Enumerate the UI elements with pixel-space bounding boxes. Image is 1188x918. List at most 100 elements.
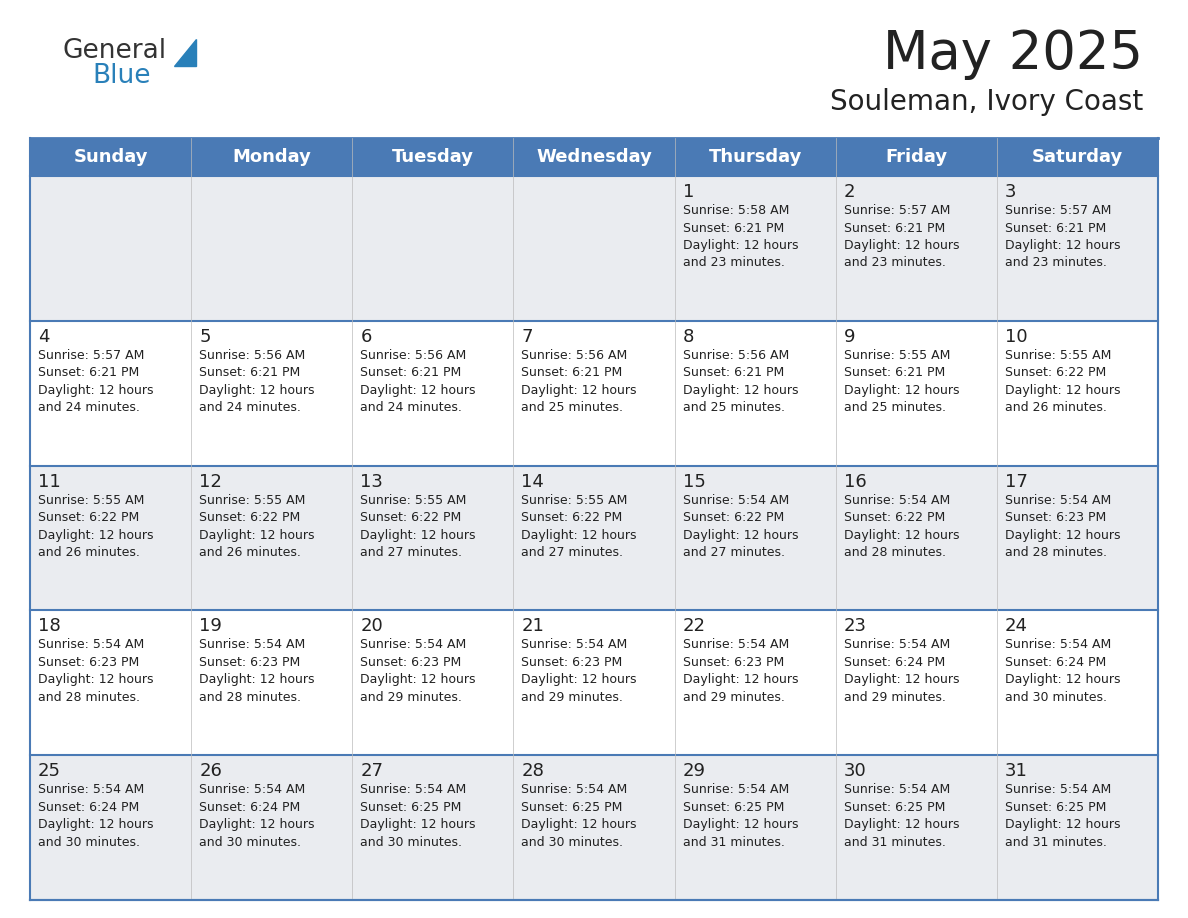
Text: Sunrise: 5:56 AM
Sunset: 6:21 PM
Daylight: 12 hours
and 24 minutes.: Sunrise: 5:56 AM Sunset: 6:21 PM Dayligh… [360,349,475,414]
Text: Sunrise: 5:55 AM
Sunset: 6:22 PM
Daylight: 12 hours
and 27 minutes.: Sunrise: 5:55 AM Sunset: 6:22 PM Dayligh… [522,494,637,559]
Text: 24: 24 [1005,618,1028,635]
Text: 30: 30 [843,762,866,780]
Text: 12: 12 [200,473,222,490]
Text: 18: 18 [38,618,61,635]
Bar [675,176,835,320]
Text: 1: 1 [683,183,694,201]
Text: Sunrise: 5:55 AM
Sunset: 6:22 PM
Daylight: 12 hours
and 26 minutes.: Sunrise: 5:55 AM Sunset: 6:22 PM Dayligh… [38,494,153,559]
Text: 20: 20 [360,618,383,635]
Text: Sunrise: 5:54 AM
Sunset: 6:23 PM
Daylight: 12 hours
and 29 minutes.: Sunrise: 5:54 AM Sunset: 6:23 PM Dayligh… [683,638,798,704]
Text: 21: 21 [522,618,544,635]
Text: Souleman, Ivory Coast: Souleman, Ivory Coast [829,88,1143,116]
Text: Sunrise: 5:54 AM
Sunset: 6:23 PM
Daylight: 12 hours
and 28 minutes.: Sunrise: 5:54 AM Sunset: 6:23 PM Dayligh… [1005,494,1120,559]
Text: Sunrise: 5:56 AM
Sunset: 6:21 PM
Daylight: 12 hours
and 25 minutes.: Sunrise: 5:56 AM Sunset: 6:21 PM Dayligh… [683,349,798,414]
Text: Sunrise: 5:54 AM
Sunset: 6:24 PM
Daylight: 12 hours
and 30 minutes.: Sunrise: 5:54 AM Sunset: 6:24 PM Dayligh… [1005,638,1120,704]
Bar [353,320,513,465]
Bar [30,320,191,465]
Text: Tuesday: Tuesday [392,148,474,166]
Text: Sunrise: 5:57 AM
Sunset: 6:21 PM
Daylight: 12 hours
and 23 minutes.: Sunrise: 5:57 AM Sunset: 6:21 PM Dayligh… [1005,204,1120,270]
Bar [191,610,353,756]
Text: Sunrise: 5:54 AM
Sunset: 6:24 PM
Daylight: 12 hours
and 30 minutes.: Sunrise: 5:54 AM Sunset: 6:24 PM Dayligh… [38,783,153,849]
Bar [513,176,675,320]
Bar [675,756,835,900]
Bar [191,465,353,610]
Bar [513,320,675,465]
Text: Wednesday: Wednesday [536,148,652,166]
Text: Sunrise: 5:55 AM
Sunset: 6:22 PM
Daylight: 12 hours
and 27 minutes.: Sunrise: 5:55 AM Sunset: 6:22 PM Dayligh… [360,494,475,559]
Bar [675,465,835,610]
Text: Blue: Blue [91,63,151,89]
Text: Sunrise: 5:56 AM
Sunset: 6:21 PM
Daylight: 12 hours
and 24 minutes.: Sunrise: 5:56 AM Sunset: 6:21 PM Dayligh… [200,349,315,414]
Text: Sunrise: 5:54 AM
Sunset: 6:22 PM
Daylight: 12 hours
and 27 minutes.: Sunrise: 5:54 AM Sunset: 6:22 PM Dayligh… [683,494,798,559]
Text: Sunrise: 5:57 AM
Sunset: 6:21 PM
Daylight: 12 hours
and 23 minutes.: Sunrise: 5:57 AM Sunset: 6:21 PM Dayligh… [843,204,959,270]
Text: 14: 14 [522,473,544,490]
Text: 26: 26 [200,762,222,780]
Text: Sunrise: 5:55 AM
Sunset: 6:22 PM
Daylight: 12 hours
and 26 minutes.: Sunrise: 5:55 AM Sunset: 6:22 PM Dayligh… [200,494,315,559]
Text: Friday: Friday [885,148,947,166]
Bar [30,756,191,900]
Text: Sunrise: 5:54 AM
Sunset: 6:23 PM
Daylight: 12 hours
and 29 minutes.: Sunrise: 5:54 AM Sunset: 6:23 PM Dayligh… [360,638,475,704]
Bar [513,465,675,610]
Text: Sunrise: 5:54 AM
Sunset: 6:23 PM
Daylight: 12 hours
and 28 minutes.: Sunrise: 5:54 AM Sunset: 6:23 PM Dayligh… [38,638,153,704]
Bar [191,756,353,900]
Bar [353,465,513,610]
Bar [997,610,1158,756]
Polygon shape [173,39,196,66]
Text: Sunrise: 5:54 AM
Sunset: 6:22 PM
Daylight: 12 hours
and 28 minutes.: Sunrise: 5:54 AM Sunset: 6:22 PM Dayligh… [843,494,959,559]
Text: 15: 15 [683,473,706,490]
Bar [997,465,1158,610]
Text: 6: 6 [360,328,372,346]
Text: 28: 28 [522,762,544,780]
Bar [675,320,835,465]
Text: 9: 9 [843,328,855,346]
Text: 7: 7 [522,328,533,346]
Text: 29: 29 [683,762,706,780]
Text: 17: 17 [1005,473,1028,490]
Text: Sunday: Sunday [74,148,147,166]
Bar [513,756,675,900]
Text: 23: 23 [843,618,867,635]
Bar [353,756,513,900]
Bar [997,320,1158,465]
Text: 13: 13 [360,473,384,490]
Text: Sunrise: 5:54 AM
Sunset: 6:25 PM
Daylight: 12 hours
and 31 minutes.: Sunrise: 5:54 AM Sunset: 6:25 PM Dayligh… [683,783,798,849]
Text: 27: 27 [360,762,384,780]
Text: 8: 8 [683,328,694,346]
Bar [30,465,191,610]
Text: 11: 11 [38,473,61,490]
Text: General: General [62,38,166,64]
Bar [997,176,1158,320]
Text: Sunrise: 5:54 AM
Sunset: 6:25 PM
Daylight: 12 hours
and 30 minutes.: Sunrise: 5:54 AM Sunset: 6:25 PM Dayligh… [522,783,637,849]
Text: 19: 19 [200,618,222,635]
Bar [30,138,1158,176]
Bar [30,610,191,756]
Bar [835,756,997,900]
Text: 4: 4 [38,328,50,346]
Bar [675,610,835,756]
Bar [30,176,191,320]
Text: Sunrise: 5:54 AM
Sunset: 6:24 PM
Daylight: 12 hours
and 30 minutes.: Sunrise: 5:54 AM Sunset: 6:24 PM Dayligh… [200,783,315,849]
Text: 31: 31 [1005,762,1028,780]
Bar [353,610,513,756]
Text: 5: 5 [200,328,210,346]
Text: Sunrise: 5:55 AM
Sunset: 6:22 PM
Daylight: 12 hours
and 26 minutes.: Sunrise: 5:55 AM Sunset: 6:22 PM Dayligh… [1005,349,1120,414]
Text: Thursday: Thursday [708,148,802,166]
Bar [835,465,997,610]
Bar [353,176,513,320]
Bar [191,176,353,320]
Bar [997,756,1158,900]
Bar [513,610,675,756]
Text: Sunrise: 5:54 AM
Sunset: 6:25 PM
Daylight: 12 hours
and 30 minutes.: Sunrise: 5:54 AM Sunset: 6:25 PM Dayligh… [360,783,475,849]
Text: 10: 10 [1005,328,1028,346]
Text: Sunrise: 5:56 AM
Sunset: 6:21 PM
Daylight: 12 hours
and 25 minutes.: Sunrise: 5:56 AM Sunset: 6:21 PM Dayligh… [522,349,637,414]
Bar [835,176,997,320]
Text: Saturday: Saturday [1032,148,1123,166]
Text: 22: 22 [683,618,706,635]
Text: Sunrise: 5:54 AM
Sunset: 6:25 PM
Daylight: 12 hours
and 31 minutes.: Sunrise: 5:54 AM Sunset: 6:25 PM Dayligh… [843,783,959,849]
Text: 25: 25 [38,762,61,780]
Text: 3: 3 [1005,183,1017,201]
Text: Sunrise: 5:54 AM
Sunset: 6:23 PM
Daylight: 12 hours
and 28 minutes.: Sunrise: 5:54 AM Sunset: 6:23 PM Dayligh… [200,638,315,704]
Text: 2: 2 [843,183,855,201]
Text: Sunrise: 5:58 AM
Sunset: 6:21 PM
Daylight: 12 hours
and 23 minutes.: Sunrise: 5:58 AM Sunset: 6:21 PM Dayligh… [683,204,798,270]
Text: Sunrise: 5:54 AM
Sunset: 6:25 PM
Daylight: 12 hours
and 31 minutes.: Sunrise: 5:54 AM Sunset: 6:25 PM Dayligh… [1005,783,1120,849]
